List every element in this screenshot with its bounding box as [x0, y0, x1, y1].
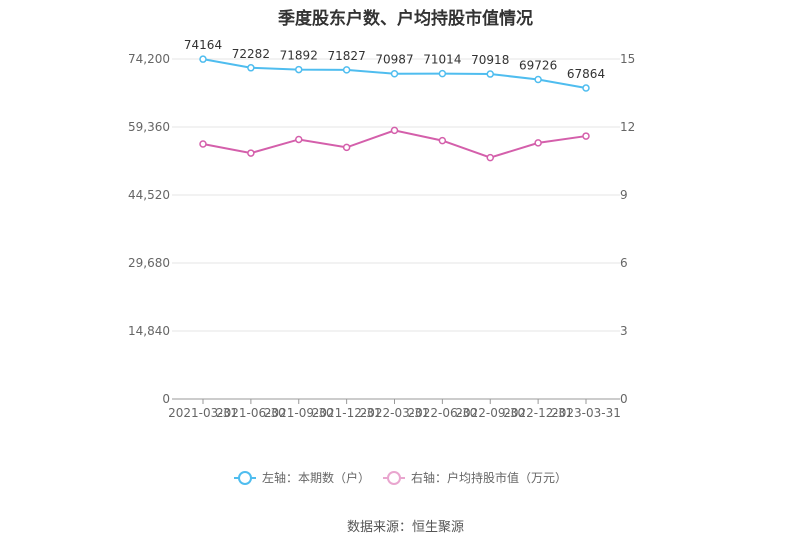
data-label: 70918	[471, 53, 509, 67]
x-axis-tick-label: 2022-12-31	[503, 406, 573, 420]
series-1-point	[390, 69, 399, 78]
data-label: 74164	[184, 38, 222, 52]
series-2-point	[486, 153, 494, 162]
series-1-point	[342, 66, 351, 74]
data-label: 71827	[328, 49, 366, 63]
legend-label: 右轴：户均持股市值（万元）	[411, 470, 567, 485]
chart-title: 季度股东户数、户均持股市值情况	[278, 9, 533, 29]
series-line-2	[202, 129, 587, 159]
x-axis-tick-label: 2023-03-31	[551, 406, 621, 420]
data-label: 67864	[567, 67, 605, 81]
right-axis-tick-label: 15	[620, 52, 635, 66]
source-note: 数据来源：恒生聚源	[346, 520, 464, 535]
series-1-point	[438, 69, 447, 78]
legend-label: 左轴：本期数（户）	[262, 470, 370, 485]
right-axis-tick-label: 12	[620, 120, 635, 134]
right-axis-tick-label: 0	[620, 392, 628, 406]
right-axis-tick-label: 6	[620, 256, 628, 270]
left-axis-tick-label: 0	[162, 392, 170, 406]
right-axis-tick-label: 9	[620, 188, 628, 202]
left-axis-tick-label: 74,200	[128, 52, 170, 66]
left-axis-tick-label: 44,520	[128, 188, 170, 202]
data-label: 71014	[423, 53, 461, 67]
series-2-point	[390, 126, 399, 135]
x-axis-tick-label: 2021-03-31	[168, 406, 238, 420]
data-label: 69726	[519, 59, 557, 73]
series-2-point	[199, 140, 207, 148]
x-axis-tick-label: 2022-06-30	[408, 406, 478, 420]
x-axis-tick-label: 2022-03-31	[360, 406, 430, 420]
x-axis-tick-label: 2021-06-30	[216, 406, 286, 420]
series-2-point	[295, 135, 303, 144]
series-1-point	[199, 55, 207, 63]
x-axis-tick-label: 2021-12-31	[312, 406, 382, 420]
series-2-point	[247, 149, 255, 157]
series-2-point	[534, 139, 542, 147]
data-label: 71892	[280, 49, 318, 63]
series-1-point	[295, 65, 303, 74]
legend-swatch-marker	[387, 471, 401, 485]
legend-swatch-marker	[238, 471, 252, 485]
x-axis-tick-label: 2022-09-30	[455, 406, 525, 420]
data-label: 72282	[232, 47, 270, 61]
series-1-point	[582, 84, 590, 92]
series-1-point	[486, 70, 494, 78]
right-axis-tick-label: 3	[620, 324, 628, 338]
data-label: 70987	[375, 53, 413, 67]
left-axis-tick-label: 59,360	[128, 120, 170, 134]
series-2-point	[582, 132, 590, 140]
series-1-point	[534, 75, 542, 84]
series-2-point	[438, 136, 447, 145]
series-1-point	[247, 64, 255, 72]
x-axis-tick-label: 2021-09-30	[264, 406, 334, 420]
left-axis-tick-label: 14,840	[128, 324, 170, 338]
series-2-point	[342, 143, 351, 152]
left-axis-tick-label: 29,680	[128, 256, 170, 270]
